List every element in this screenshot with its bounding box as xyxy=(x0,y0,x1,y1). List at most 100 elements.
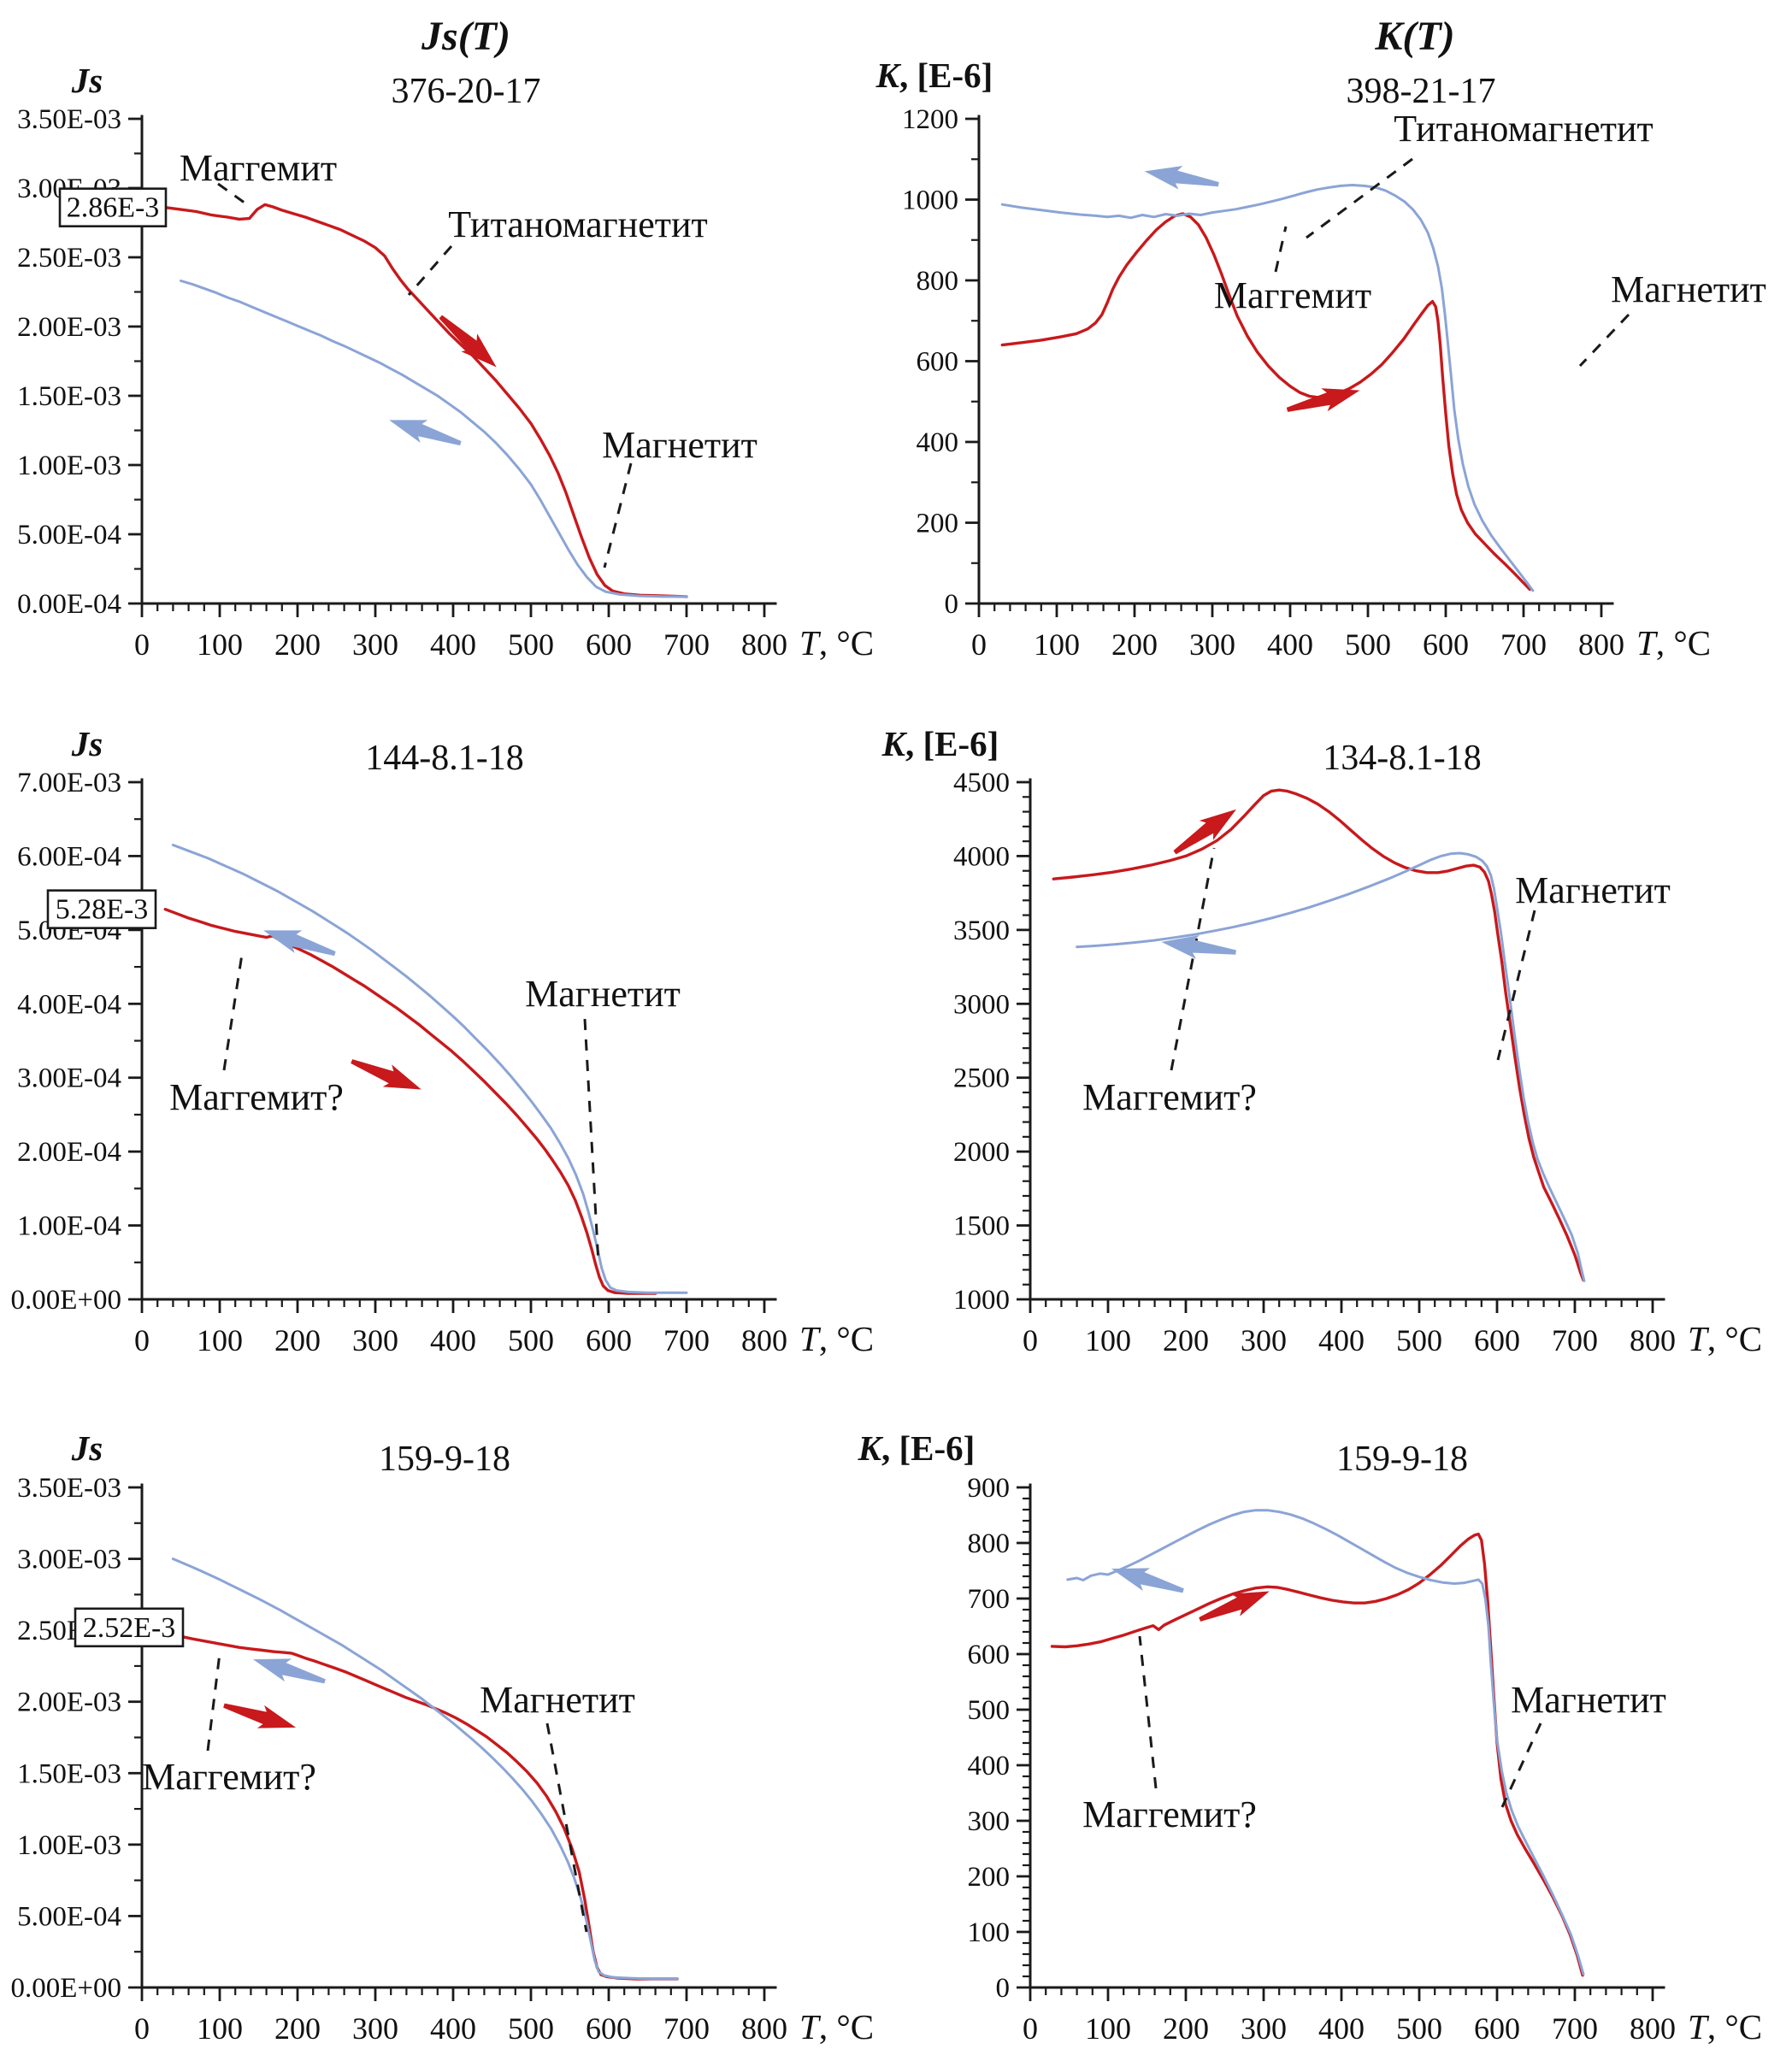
cooling-direction-arrow xyxy=(389,420,462,446)
cooling-curve xyxy=(1000,184,1535,592)
x-tick-label: 0 xyxy=(1023,1323,1038,1357)
y-tick-label: 900 xyxy=(968,1473,1011,1504)
leader-line xyxy=(1138,1635,1158,1789)
y-tick-label: 1.00E-04 xyxy=(17,1211,121,1242)
cooling-direction-arrow xyxy=(1144,166,1219,190)
x-tick-label: 400 xyxy=(430,2011,476,2046)
x-tick-label: 100 xyxy=(1034,627,1080,662)
x-tick-label: 0 xyxy=(971,627,987,662)
y-axis-title: Js xyxy=(71,724,103,763)
x-tick-label: 100 xyxy=(197,2011,243,2046)
mineral-label: Маггемит? xyxy=(169,1076,344,1118)
heating-curve xyxy=(162,1626,679,1981)
x-tick-labels: 0 100 200 300 400 500 600 700 800 xyxy=(1023,2011,1676,2046)
mineral-label: Магнетит xyxy=(525,973,681,1015)
mineral-label: Титаномагнетит xyxy=(448,203,708,245)
cooling-direction-arrow xyxy=(1111,1568,1184,1593)
x-axis-title: T, °C xyxy=(799,1319,874,1358)
y-axis-title: K, [E-6] xyxy=(881,724,999,763)
heating-curve xyxy=(163,908,657,1295)
x-tick-label: 500 xyxy=(508,2011,554,2046)
value-callout-box xyxy=(74,1607,185,1648)
mineral-label: Маггемит xyxy=(180,147,337,189)
column-title-k: K(T) xyxy=(1374,14,1454,59)
value-callout-text: 2.52E-3 xyxy=(83,1612,176,1644)
y-tick-labels: 1200 1000 800 600 400 200 0 xyxy=(902,104,958,620)
y-tick-label: 2.00E-03 xyxy=(17,1687,121,1718)
leader-line xyxy=(1274,226,1288,273)
panel-k-159-9-18: 900 800 700 600 500 400 300 200 100 00 100 200 300 40… xyxy=(858,1428,1762,2046)
sample-title: 144-8.1-18 xyxy=(365,739,523,778)
y-tick-label: 3.00E-03 xyxy=(17,1545,121,1575)
axes xyxy=(1029,1483,1665,1989)
x-tick-label: 300 xyxy=(352,1323,398,1357)
x-tick-label: 600 xyxy=(586,1323,632,1357)
x-tick-label: 200 xyxy=(1163,2011,1209,2046)
x-tick-label: 100 xyxy=(1085,1323,1131,1357)
x-tick-label: 200 xyxy=(274,1323,321,1357)
y-tick-label: 5.00E-04 xyxy=(17,520,121,551)
x-tick-label: 500 xyxy=(1396,1323,1442,1357)
y-ticks xyxy=(965,117,979,605)
y-tick-label: 400 xyxy=(968,1751,1011,1781)
sample-title: 159-9-18 xyxy=(1336,1440,1468,1479)
y-axis-title: K, [E-6] xyxy=(858,1428,976,1468)
x-tick-label: 500 xyxy=(1345,627,1391,662)
heating-direction-arrow xyxy=(1199,1591,1270,1622)
x-tick-label: 800 xyxy=(741,2011,787,2046)
heating-curve xyxy=(1052,788,1585,1282)
x-tick-label: 800 xyxy=(1578,627,1624,662)
y-tick-label: 0 xyxy=(945,589,959,620)
x-tick-label: 300 xyxy=(1241,2011,1287,2046)
y-tick-label: 2.50E-03 xyxy=(17,243,121,274)
x-tick-label: 700 xyxy=(663,1323,710,1357)
x-tick-label: 0 xyxy=(134,1323,150,1357)
heating-direction-arrow xyxy=(439,315,497,368)
x-ticks xyxy=(1029,1299,1654,1313)
y-ticks xyxy=(128,1486,142,1989)
x-tick-label: 700 xyxy=(663,2011,710,2046)
cooling-direction-arrow xyxy=(252,1658,326,1684)
cooling-direction-arrow xyxy=(263,930,336,957)
x-tick-label: 500 xyxy=(1396,2011,1442,2046)
y-tick-label: 4500 xyxy=(953,768,1010,798)
y-tick-label: 2500 xyxy=(953,1063,1010,1094)
x-ticks xyxy=(140,1987,766,2001)
sample-title: 376-20-17 xyxy=(392,72,541,111)
value-callout-text: 2.86E-3 xyxy=(67,192,160,224)
leader-line xyxy=(1500,1722,1542,1808)
x-tick-label: 200 xyxy=(274,627,321,662)
y-tick-label: 2000 xyxy=(953,1137,1010,1168)
y-axis-title: Js xyxy=(71,61,103,100)
x-tick-label: 100 xyxy=(197,1323,243,1357)
x-ticks xyxy=(1029,1987,1654,2001)
y-tick-label: 7.00E-03 xyxy=(17,768,121,798)
x-axis-title: T, °C xyxy=(1688,1319,1762,1358)
y-tick-label: 200 xyxy=(968,1862,1011,1893)
x-tick-label: 600 xyxy=(586,2011,632,2046)
y-ticks xyxy=(1017,1486,1030,1989)
mineral-label: Магнетит xyxy=(1515,869,1671,911)
x-tick-label: 200 xyxy=(1163,1323,1209,1357)
x-axis-title: T, °C xyxy=(799,2007,874,2046)
x-tick-label: 0 xyxy=(134,2011,150,2046)
y-tick-label: 5.00E-04 xyxy=(17,1901,121,1932)
cooling-curve xyxy=(180,280,688,598)
sample-title: 159-9-18 xyxy=(379,1440,510,1479)
y-tick-label: 600 xyxy=(917,347,959,378)
x-axis-title: T, °C xyxy=(799,623,874,662)
mineral-label: Маггемит? xyxy=(142,1756,316,1798)
panel-js-159-9-18: 3.50E-033.00E-032.50E-032.00E-031.50E-03… xyxy=(10,1428,874,2046)
leader-line xyxy=(1306,157,1413,239)
x-tick-label: 600 xyxy=(1423,627,1469,662)
mineral-label: Магнетит xyxy=(1611,268,1766,310)
x-tick-label: 300 xyxy=(352,627,398,662)
axes xyxy=(140,778,777,1301)
value-callout-text: 5.28E-3 xyxy=(56,894,149,926)
x-tick-label: 800 xyxy=(741,627,787,662)
mineral-label: Магнетит xyxy=(480,1679,635,1721)
panel-k-398-21-17: 1200 1000 800 600 400 200 00 100 200 300 400 500 600… xyxy=(875,56,1766,662)
y-tick-label: 800 xyxy=(917,266,959,297)
